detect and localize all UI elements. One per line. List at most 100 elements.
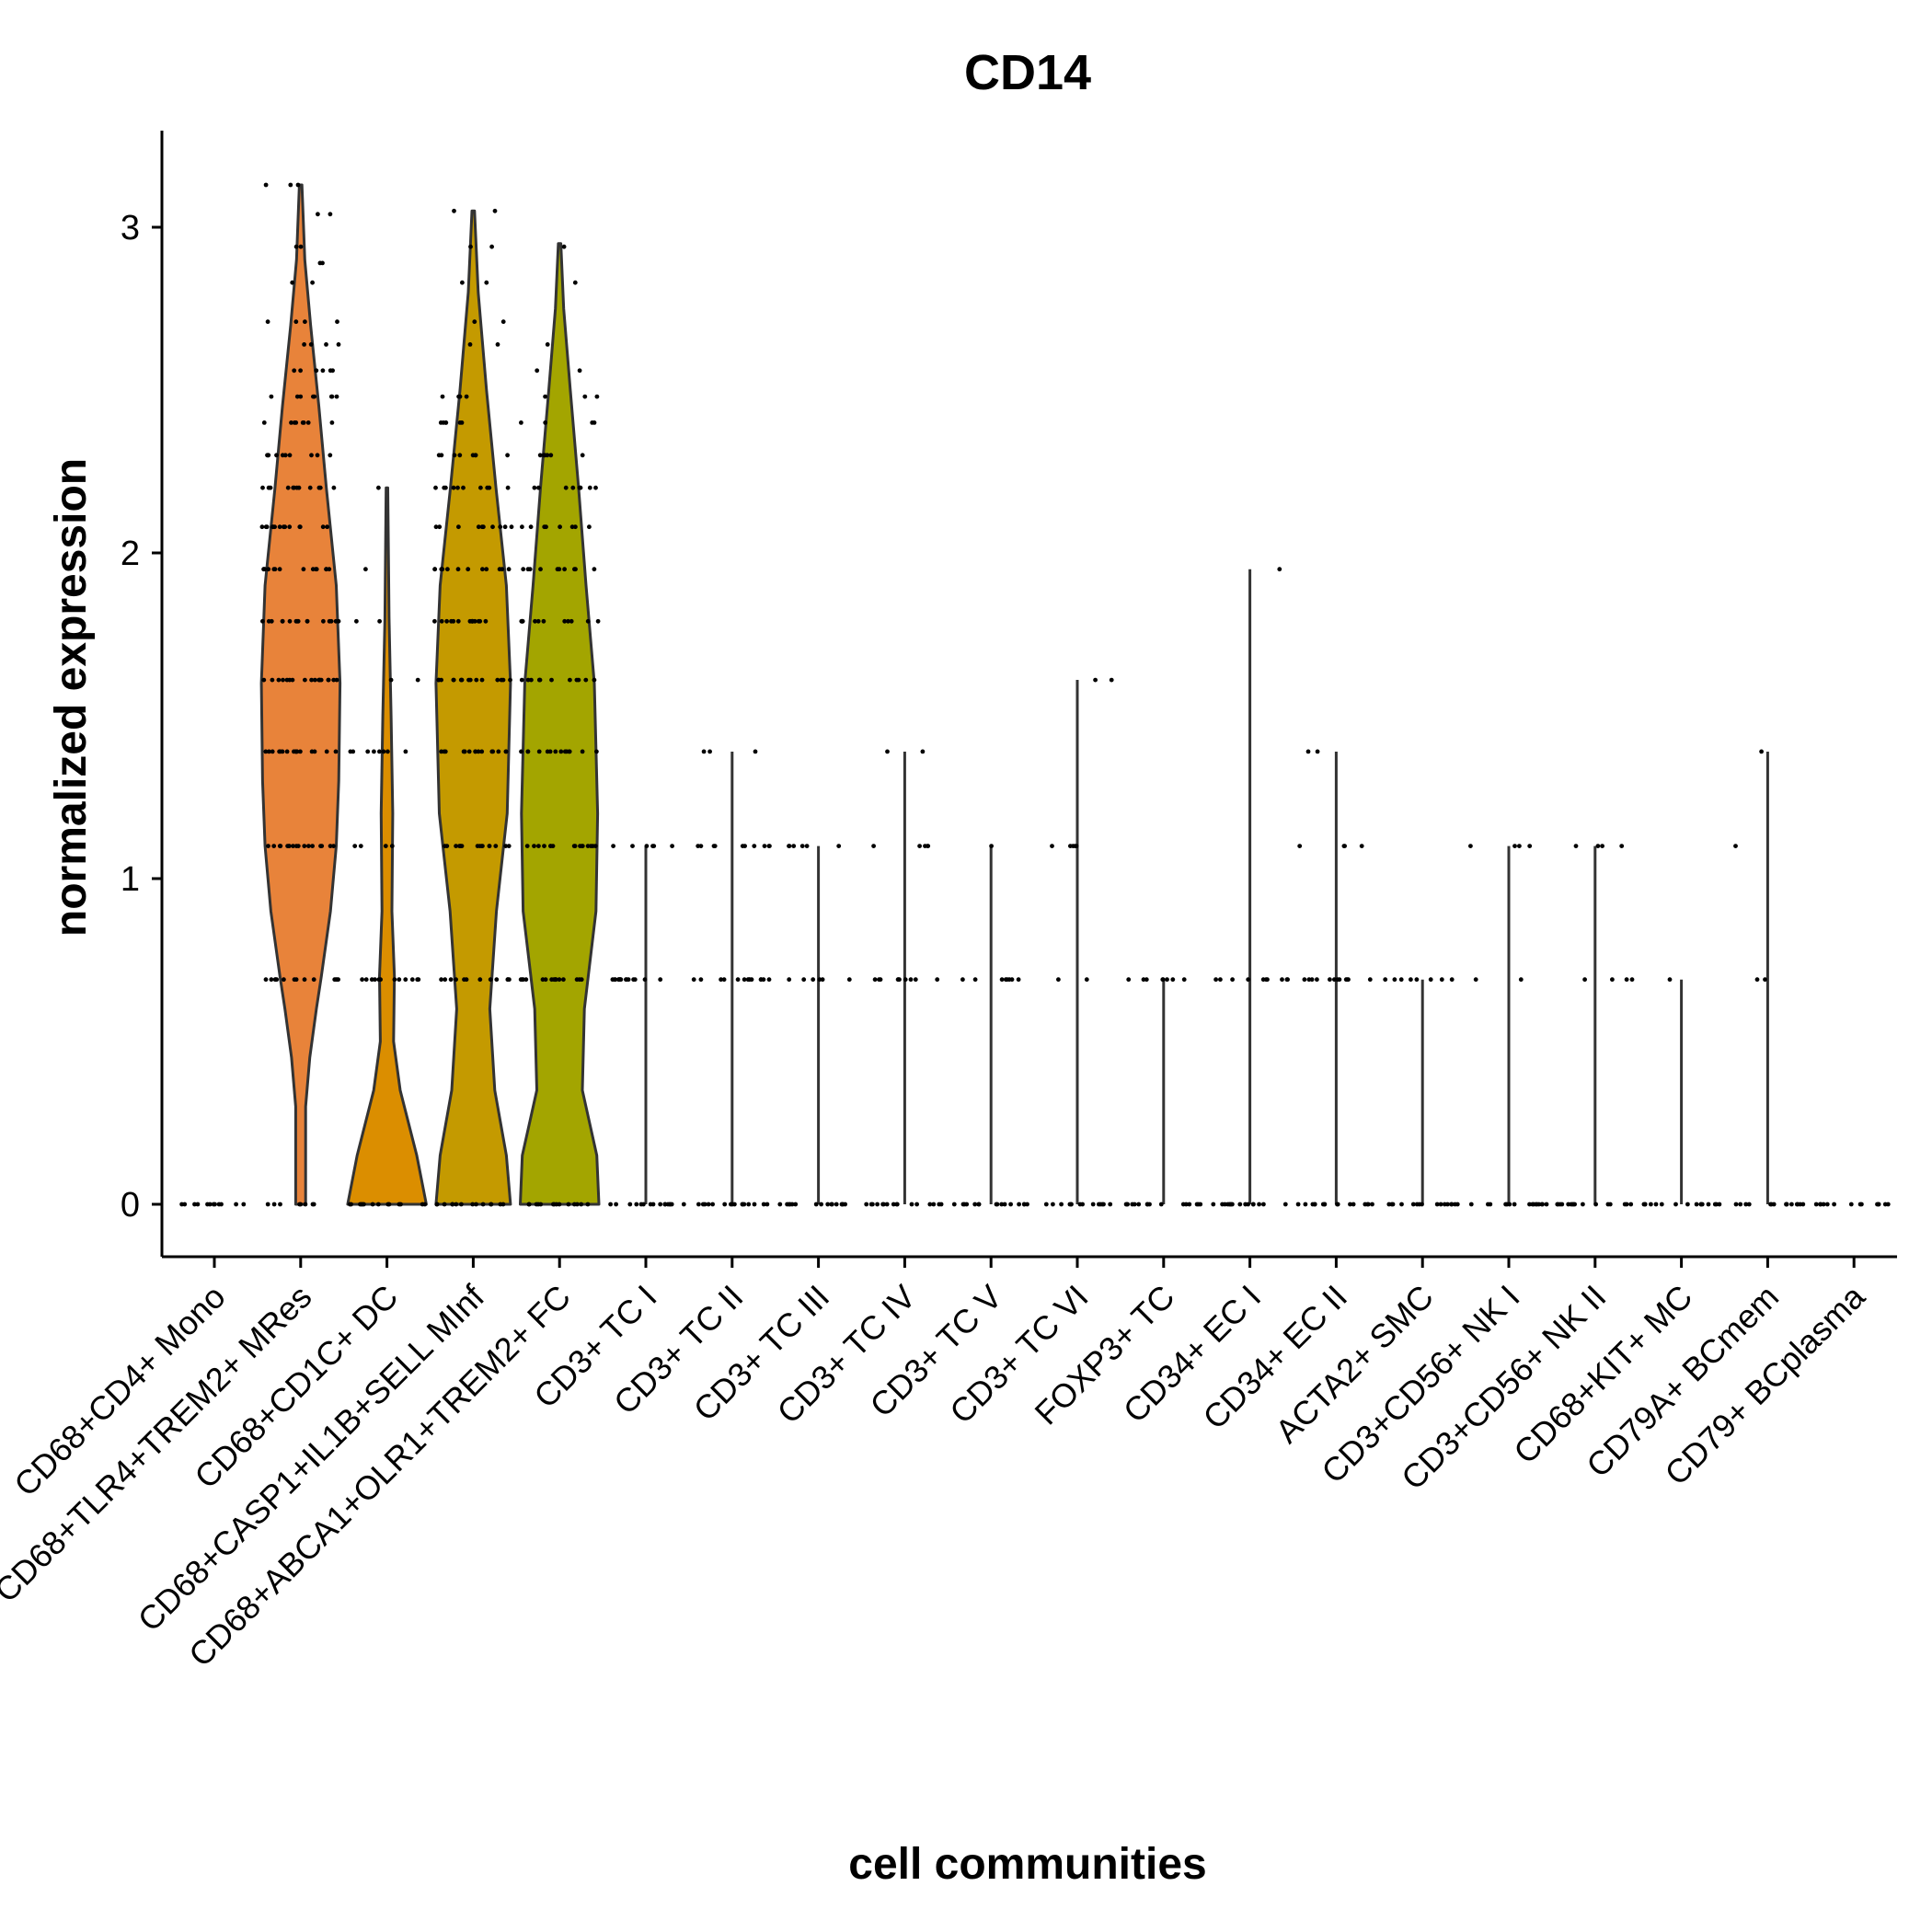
data-point [576,677,581,683]
data-point [495,342,500,347]
data-point [326,677,331,683]
data-point [272,524,277,530]
data-point [913,977,918,983]
data-point [328,212,333,217]
data-point [817,977,822,983]
data-point [1795,1202,1800,1207]
data-point [436,677,442,683]
violin-shape [519,242,601,1206]
data-point [385,749,390,754]
data-point [1003,977,1008,983]
data-point [1389,1202,1395,1207]
data-point [1449,1202,1454,1207]
data-point [335,319,339,325]
data-point [474,1202,478,1207]
data-point [266,567,271,572]
data-point [261,677,267,683]
data-point [592,677,597,683]
data-point [761,1202,766,1207]
data-point [441,420,446,425]
data-point [455,567,461,572]
data-point [1069,1202,1074,1207]
data-point [336,977,340,983]
data-point [525,749,531,754]
data-point [508,677,512,683]
data-point [1218,977,1223,983]
data-point [265,453,270,458]
data-point [519,749,523,754]
data-point [542,844,546,848]
data-point [1093,677,1098,683]
data-point [293,244,299,249]
data-point [585,1202,591,1207]
data-point [834,1202,839,1207]
data-point [477,618,483,624]
data-point [520,618,525,624]
data-point [521,567,526,572]
data-point [547,749,553,754]
data-point [457,453,463,458]
data-point [1628,1202,1634,1207]
data-point [459,1202,464,1207]
data-point [375,1202,381,1207]
data-point [1213,977,1218,983]
data-point [1595,844,1601,848]
data-point [437,524,443,530]
data-point [569,618,574,624]
data-point [1315,749,1320,754]
data-point [1876,1202,1881,1207]
data-point [1002,1202,1007,1207]
data-point [309,677,314,683]
data-point [443,844,447,848]
data-point [1581,1202,1585,1207]
data-point [1558,1202,1563,1207]
data-point [1530,1202,1535,1207]
data-point [572,280,578,285]
data-point [1600,844,1604,848]
data-point [1305,749,1311,754]
data-point [456,524,461,530]
data-point [331,677,337,683]
data-point [791,844,797,848]
data-point [529,677,534,683]
data-point [271,844,277,848]
data-point [467,677,473,683]
data-point [1343,977,1349,983]
data-point [360,1202,365,1207]
data-point [480,567,485,572]
data-point [278,844,282,848]
data-point [638,1202,644,1207]
data-point [302,844,307,848]
data-point [454,844,458,848]
data-point [566,1202,571,1207]
data-point [451,485,456,490]
data-point [1335,977,1340,983]
data-point [1517,844,1522,848]
data-point [583,677,589,683]
data-point [558,749,564,754]
data-point [1784,1202,1789,1207]
data-point [537,453,543,458]
data-point [259,524,265,530]
data-point [706,1202,711,1207]
data-point [432,567,437,572]
data-point [573,524,578,530]
data-point [282,524,288,530]
data-point [592,420,597,425]
data-point [1733,844,1738,848]
data-point [895,977,901,983]
data-point [286,844,292,848]
data-point [1021,1202,1027,1207]
data-point [478,485,483,490]
data-point [836,844,842,848]
data-point [631,977,636,983]
data-point [1453,1202,1457,1207]
data-point [261,567,266,572]
data-point [762,844,767,848]
data-point [315,453,320,458]
data-point [1170,977,1176,983]
data-point [320,260,325,266]
data-point [324,342,328,347]
data-point [310,567,316,572]
data-point [439,977,443,983]
